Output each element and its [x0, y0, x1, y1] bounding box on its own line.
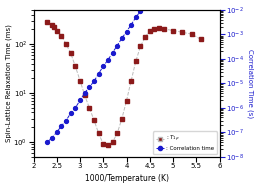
Legend: : $T_{1\rho}$, : Correlation time: : $T_{1\rho}$, : Correlation time — [153, 131, 217, 154]
Y-axis label: Correlation Time (s): Correlation Time (s) — [247, 49, 254, 118]
X-axis label: 1000/Temperature (K): 1000/Temperature (K) — [84, 174, 169, 184]
Y-axis label: Spin-Lattice Relaxation Time (ms): Spin-Lattice Relaxation Time (ms) — [5, 24, 12, 142]
